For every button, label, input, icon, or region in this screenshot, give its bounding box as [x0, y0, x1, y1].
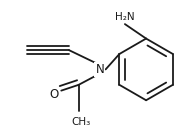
Text: O: O [49, 88, 58, 101]
Text: N: N [96, 63, 104, 76]
Text: H₂N: H₂N [115, 12, 135, 22]
Text: CH₃: CH₃ [71, 117, 90, 127]
